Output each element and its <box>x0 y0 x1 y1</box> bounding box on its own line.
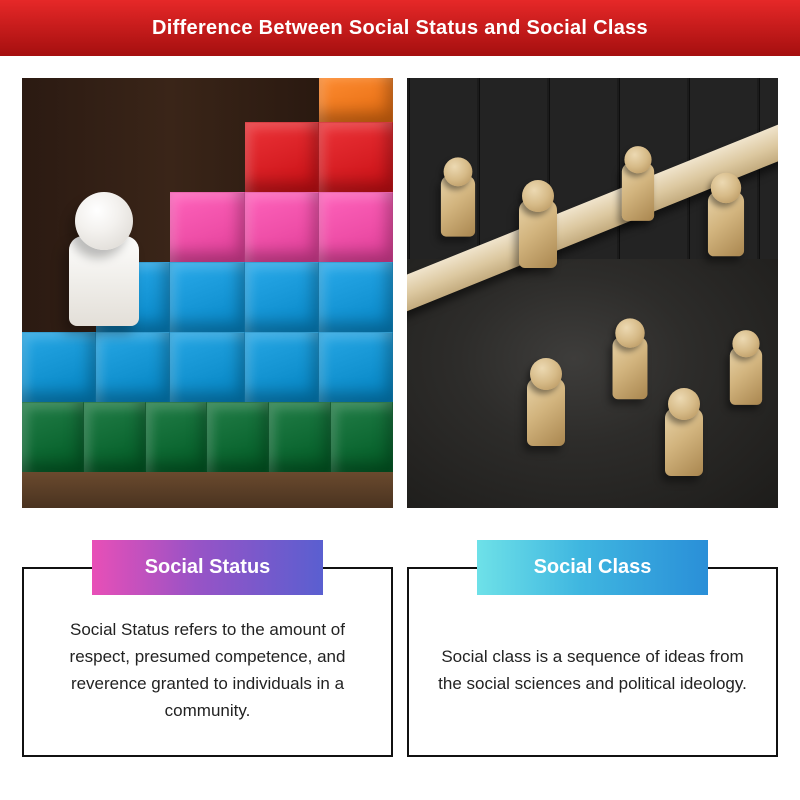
stair-block <box>319 122 393 192</box>
figure-head <box>668 388 700 420</box>
figure-head <box>732 330 759 357</box>
stair-block <box>269 402 331 472</box>
stair-block <box>245 332 319 402</box>
block-row <box>22 332 393 402</box>
figure-head <box>615 318 644 347</box>
card-body-social-class: Social class is a sequence of ideas from… <box>407 567 778 757</box>
card-body-social-status: Social Status refers to the amount of re… <box>22 567 393 757</box>
figure-head <box>530 358 562 390</box>
wooden-person-figure <box>665 408 703 476</box>
definition-cards-row: Social Status Social Status refers to th… <box>0 508 800 779</box>
figure-head <box>444 157 473 186</box>
page-title-banner: Difference Between Social Status and Soc… <box>0 0 800 56</box>
figure-head <box>624 146 651 173</box>
stair-block <box>319 192 393 262</box>
stair-block <box>319 78 393 122</box>
stair-block <box>245 122 319 192</box>
right-illustration <box>407 78 778 508</box>
wooden-person-figure <box>708 192 744 257</box>
stair-block <box>22 332 96 402</box>
block-row <box>22 402 393 472</box>
stair-block <box>331 402 393 472</box>
stair-block <box>170 192 244 262</box>
wooden-person-figure <box>519 200 557 268</box>
wooden-person-figure <box>613 337 648 400</box>
stair-block <box>22 122 96 192</box>
stair-block <box>245 262 319 332</box>
stair-block <box>84 402 146 472</box>
blocks-staircase-scene <box>22 78 393 508</box>
stair-block <box>170 262 244 332</box>
infographic-container: Difference Between Social Status and Soc… <box>0 0 800 800</box>
stair-block <box>170 332 244 402</box>
stair-block <box>319 332 393 402</box>
wooden-person-figure <box>730 347 762 405</box>
wooden-figures-scene <box>407 78 778 508</box>
block-row <box>22 78 393 122</box>
stair-block <box>245 192 319 262</box>
pawn-head <box>75 192 133 250</box>
stair-block <box>96 122 170 192</box>
card-header-social-class: Social Class <box>477 540 707 595</box>
stair-block <box>146 402 208 472</box>
white-pawn-figure <box>64 192 144 332</box>
stair-block <box>245 78 319 122</box>
card-text: Social class is a sequence of ideas from… <box>433 643 752 697</box>
card-text: Social Status refers to the amount of re… <box>48 616 367 725</box>
wooden-person-figure <box>527 378 565 446</box>
images-row <box>0 56 800 508</box>
stair-block <box>207 402 269 472</box>
figure-head <box>711 173 741 203</box>
wooden-floor <box>22 472 393 508</box>
stair-block <box>96 332 170 402</box>
stair-block <box>319 262 393 332</box>
left-illustration <box>22 78 393 508</box>
stair-block <box>170 78 244 122</box>
figure-head <box>522 180 554 212</box>
card-social-class: Social Class Social class is a sequence … <box>407 540 778 757</box>
stair-block <box>170 122 244 192</box>
dark-floor <box>407 259 778 508</box>
card-title: Social Class <box>534 556 652 578</box>
stair-block <box>22 78 96 122</box>
stair-block <box>22 402 84 472</box>
page-title: Difference Between Social Status and Soc… <box>152 17 648 40</box>
stair-block <box>96 78 170 122</box>
card-title: Social Status <box>145 556 271 578</box>
block-row <box>22 122 393 192</box>
wooden-person-figure <box>622 163 654 221</box>
wooden-person-figure <box>441 175 475 236</box>
card-header-social-status: Social Status <box>92 540 322 595</box>
card-social-status: Social Status Social Status refers to th… <box>22 540 393 757</box>
